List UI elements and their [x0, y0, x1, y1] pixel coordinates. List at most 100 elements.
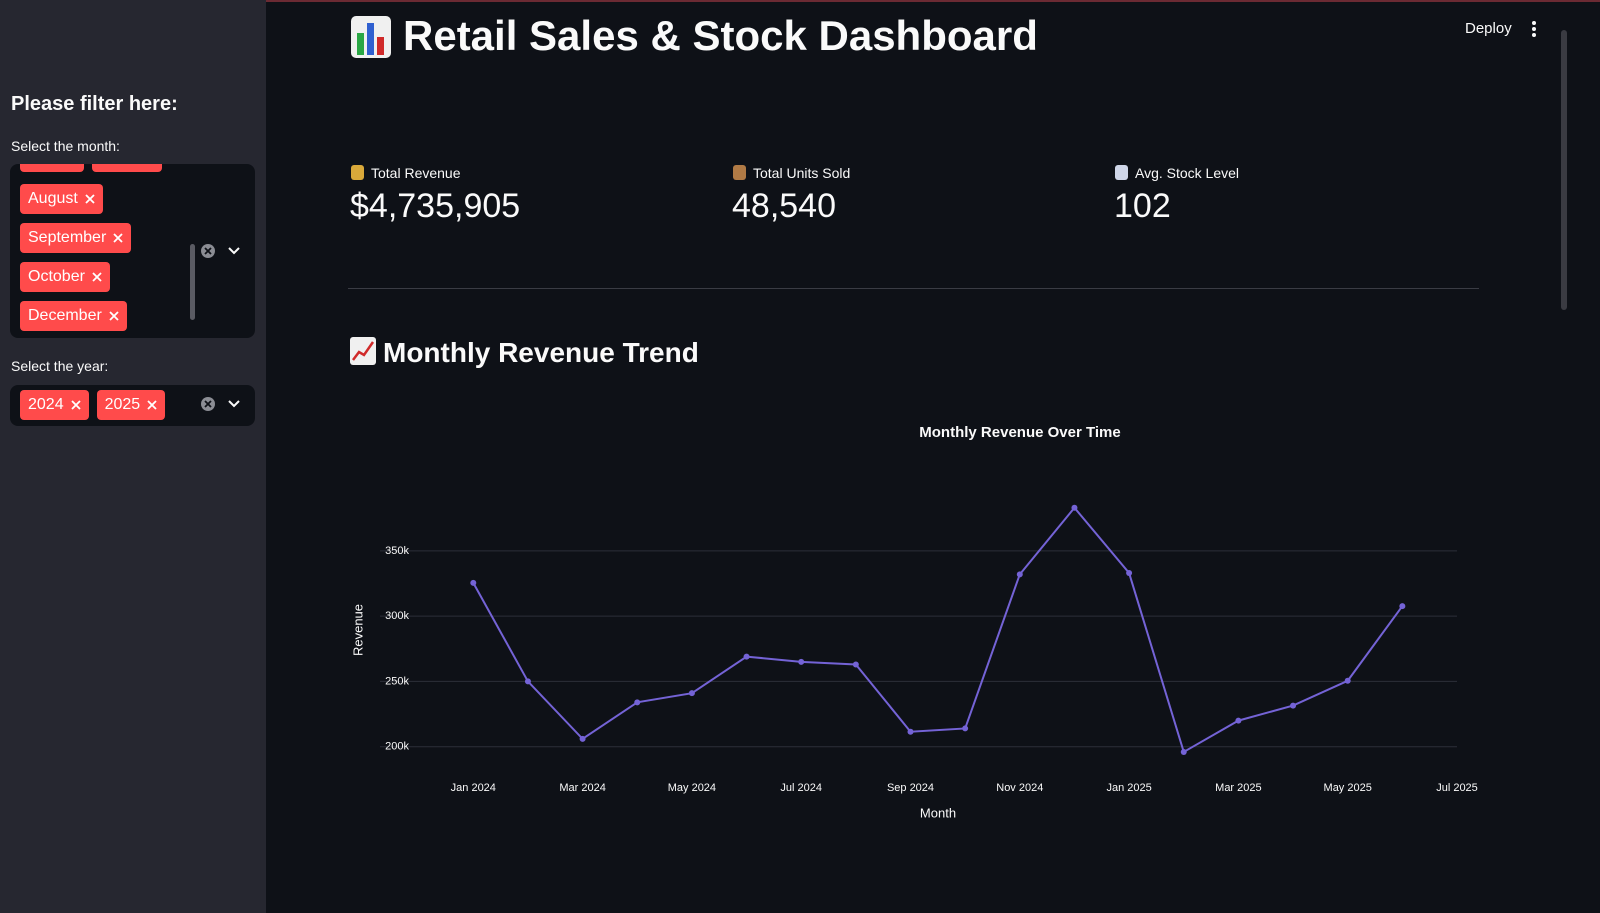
- deploy-button[interactable]: Deploy: [1465, 20, 1512, 37]
- y-tick-label: 200k: [385, 741, 409, 753]
- metric-icon-shape: [1115, 165, 1128, 180]
- metric-icon: [733, 165, 746, 180]
- sidebar-heading: Please filter here:: [11, 93, 178, 115]
- chart-title: Monthly Revenue Over Time: [919, 424, 1120, 441]
- divider: [348, 288, 1479, 289]
- x-tick-label: May 2025: [1324, 782, 1372, 794]
- y-tick-label: 300k: [385, 610, 409, 622]
- metric-label-row: Total Units Sold: [732, 164, 850, 181]
- metric-label: Total Units Sold: [753, 164, 851, 181]
- tag-remove-icon: [109, 311, 119, 321]
- point: [1344, 677, 1351, 684]
- metric-icon: [1115, 165, 1128, 180]
- point: [962, 725, 969, 732]
- page-scrollbar: [1561, 30, 1567, 310]
- tag-remove[interactable]: [109, 311, 119, 321]
- tag-remove[interactable]: [85, 194, 95, 204]
- tag: August: [20, 184, 103, 214]
- metric-label-row: Avg. Stock Level: [1114, 164, 1239, 181]
- point: [1016, 571, 1023, 578]
- y-tick-label: 350k: [385, 545, 409, 557]
- tag-remove[interactable]: [70, 400, 81, 410]
- x-tick-label: Mar 2024: [559, 782, 605, 794]
- x-tick-label: May 2024: [668, 782, 716, 794]
- x-tick-label: Sep 2024: [887, 782, 934, 794]
- x-tick-label: Mar 2025: [1215, 782, 1261, 794]
- title-icon: [351, 16, 391, 58]
- metric: Total Units Sold 48,540: [732, 164, 850, 226]
- sidebar: Please filter here: Select the month: Au…: [0, 0, 266, 913]
- year-tags: 2024 2025: [20, 390, 166, 420]
- point: [634, 699, 641, 706]
- tag: 2024: [20, 390, 89, 420]
- x-tick-label: Jul 2025: [1436, 782, 1478, 794]
- select-controls[interactable]: [200, 242, 250, 262]
- x-axis-title: Month: [920, 805, 956, 820]
- point: [1290, 702, 1297, 709]
- y-tick-label: 250k: [385, 675, 409, 687]
- metric-label: Total Revenue: [371, 164, 461, 181]
- year-label: Select the year:: [11, 358, 109, 374]
- tag: December: [20, 301, 127, 331]
- point: [579, 735, 586, 742]
- menu-button[interactable]: [1529, 20, 1539, 38]
- metric-value: $4,735,905: [350, 187, 521, 225]
- point: [1126, 570, 1133, 577]
- tag-text: December: [28, 307, 102, 324]
- tag-remove[interactable]: [147, 400, 157, 410]
- point: [798, 658, 805, 665]
- tag-remove-icon: [70, 400, 81, 410]
- point: [1399, 603, 1406, 610]
- line: [472, 506, 1404, 754]
- tag-text: September: [28, 229, 107, 246]
- tag: October: [20, 262, 110, 292]
- tag-remove[interactable]: [113, 233, 123, 243]
- point: [1180, 748, 1187, 755]
- point: [1071, 504, 1078, 511]
- tag-remove[interactable]: [92, 272, 102, 282]
- metric-label: Avg. Stock Level: [1135, 164, 1240, 181]
- section-title: Monthly Revenue Trend: [383, 337, 699, 368]
- tag-remove-icon: [85, 194, 95, 204]
- page-title: Retail Sales & Stock Dashboard: [403, 12, 1038, 59]
- tag-text: 2025: [104, 396, 141, 413]
- metric-value: 48,540: [732, 187, 836, 225]
- point: [688, 690, 695, 697]
- metric-icon-shape: [351, 165, 364, 180]
- tag-remove-icon: [147, 400, 157, 410]
- point: [1235, 717, 1242, 724]
- point: [743, 653, 750, 660]
- point: [852, 661, 859, 668]
- top-bar: [0, 0, 1600, 2]
- clipped-tag: [20, 164, 84, 172]
- x-tick-label: Jan 2024: [451, 782, 496, 794]
- tag-remove-icon: [92, 272, 102, 282]
- x-tick-label: Jul 2024: [780, 782, 822, 794]
- tag: September: [20, 223, 132, 253]
- x-tick-label: Jan 2025: [1106, 782, 1151, 794]
- y-axis-title: Revenue: [350, 604, 365, 656]
- section-icon: [350, 337, 376, 365]
- metric-icon-shape: [733, 165, 746, 180]
- point: [524, 678, 531, 685]
- metrics: Total Revenue $4,735,905 Total Units Sold 4…: [350, 164, 1490, 234]
- metric: Avg. Stock Level 102: [1114, 164, 1239, 226]
- metric: Total Revenue $4,735,905: [350, 164, 520, 226]
- tag: 2025: [96, 390, 166, 420]
- tag-text: August: [28, 190, 78, 207]
- metric-value: 102: [1114, 187, 1171, 225]
- year-select[interactable]: 2024 2025: [10, 385, 255, 426]
- tag-text: October: [28, 268, 85, 285]
- month-select[interactable]: August September October December: [10, 164, 255, 338]
- tag-text: 2024: [28, 396, 64, 413]
- point: [470, 579, 477, 586]
- scrollbar: [190, 244, 195, 320]
- x-tick-label: Nov 2024: [996, 782, 1043, 794]
- clipped-tag: [92, 164, 162, 172]
- month-tags: August September October December: [20, 184, 132, 331]
- tag-remove-icon: [113, 233, 123, 243]
- select-controls[interactable]: [200, 395, 250, 415]
- metric-label-row: Total Revenue: [350, 164, 520, 181]
